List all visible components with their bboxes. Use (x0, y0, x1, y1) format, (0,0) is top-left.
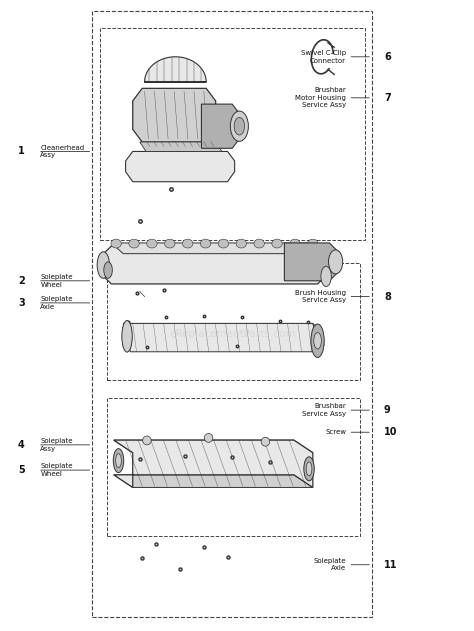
Text: 4: 4 (18, 440, 25, 450)
Ellipse shape (104, 262, 112, 278)
Ellipse shape (113, 449, 124, 473)
Text: Soleplate
Axle: Soleplate Axle (40, 296, 73, 310)
Ellipse shape (201, 239, 211, 248)
Ellipse shape (218, 239, 228, 248)
Polygon shape (111, 243, 329, 254)
Ellipse shape (164, 239, 175, 248)
Text: Soleplate
Wheel: Soleplate Wheel (40, 274, 73, 288)
Ellipse shape (97, 252, 109, 278)
Ellipse shape (290, 239, 300, 248)
Text: eReplacementParts.com: eReplacementParts.com (169, 329, 295, 339)
Text: 7: 7 (384, 93, 391, 103)
Text: 10: 10 (384, 427, 397, 437)
Text: Brushbar
Motor Housing
Service Assy: Brushbar Motor Housing Service Assy (295, 87, 346, 109)
Polygon shape (123, 323, 320, 351)
Text: 6: 6 (384, 52, 391, 62)
Ellipse shape (254, 239, 264, 248)
Text: Screw: Screw (325, 429, 346, 435)
Ellipse shape (272, 239, 283, 248)
Text: Soleplate
Assy: Soleplate Assy (40, 438, 73, 452)
Text: Soleplate
Axle: Soleplate Axle (313, 558, 346, 572)
Ellipse shape (122, 321, 132, 352)
Bar (107, 263, 360, 380)
Ellipse shape (143, 436, 151, 445)
Polygon shape (140, 142, 222, 151)
Ellipse shape (116, 454, 121, 468)
Bar (100, 28, 365, 240)
Ellipse shape (328, 250, 343, 274)
Polygon shape (100, 246, 329, 284)
Polygon shape (114, 440, 313, 487)
Ellipse shape (314, 333, 321, 349)
Text: Swivel C-Clip
Connector: Swivel C-Clip Connector (301, 50, 346, 64)
Polygon shape (126, 151, 235, 182)
Ellipse shape (111, 239, 121, 248)
Ellipse shape (261, 437, 270, 446)
Ellipse shape (308, 239, 318, 248)
Ellipse shape (304, 457, 314, 481)
Text: 1: 1 (18, 146, 25, 156)
Ellipse shape (204, 433, 213, 442)
Text: 3: 3 (18, 298, 25, 308)
Bar (107, 398, 360, 536)
Text: 2: 2 (18, 276, 25, 286)
Polygon shape (114, 475, 313, 487)
Ellipse shape (129, 239, 139, 248)
Ellipse shape (230, 111, 248, 141)
Polygon shape (123, 323, 320, 329)
Bar (92, 11, 372, 617)
Text: 11: 11 (384, 560, 397, 570)
Ellipse shape (146, 239, 157, 248)
Polygon shape (145, 57, 206, 82)
Text: Cleanerhead
Assy: Cleanerhead Assy (40, 144, 84, 158)
Ellipse shape (234, 117, 245, 135)
Text: 9: 9 (384, 405, 391, 415)
Text: Soleplate
Wheel: Soleplate Wheel (40, 463, 73, 477)
Ellipse shape (236, 239, 246, 248)
Polygon shape (201, 104, 242, 148)
Text: 5: 5 (18, 465, 25, 475)
Polygon shape (284, 243, 339, 281)
Ellipse shape (306, 462, 312, 476)
Ellipse shape (311, 324, 324, 357)
Ellipse shape (321, 266, 331, 286)
Text: Brush Housing
Service Assy: Brush Housing Service Assy (295, 290, 346, 304)
Text: Brushbar
Service Assy: Brushbar Service Assy (302, 403, 346, 417)
Polygon shape (133, 88, 216, 142)
Text: 8: 8 (384, 292, 391, 302)
Ellipse shape (182, 239, 193, 248)
Polygon shape (114, 440, 313, 453)
